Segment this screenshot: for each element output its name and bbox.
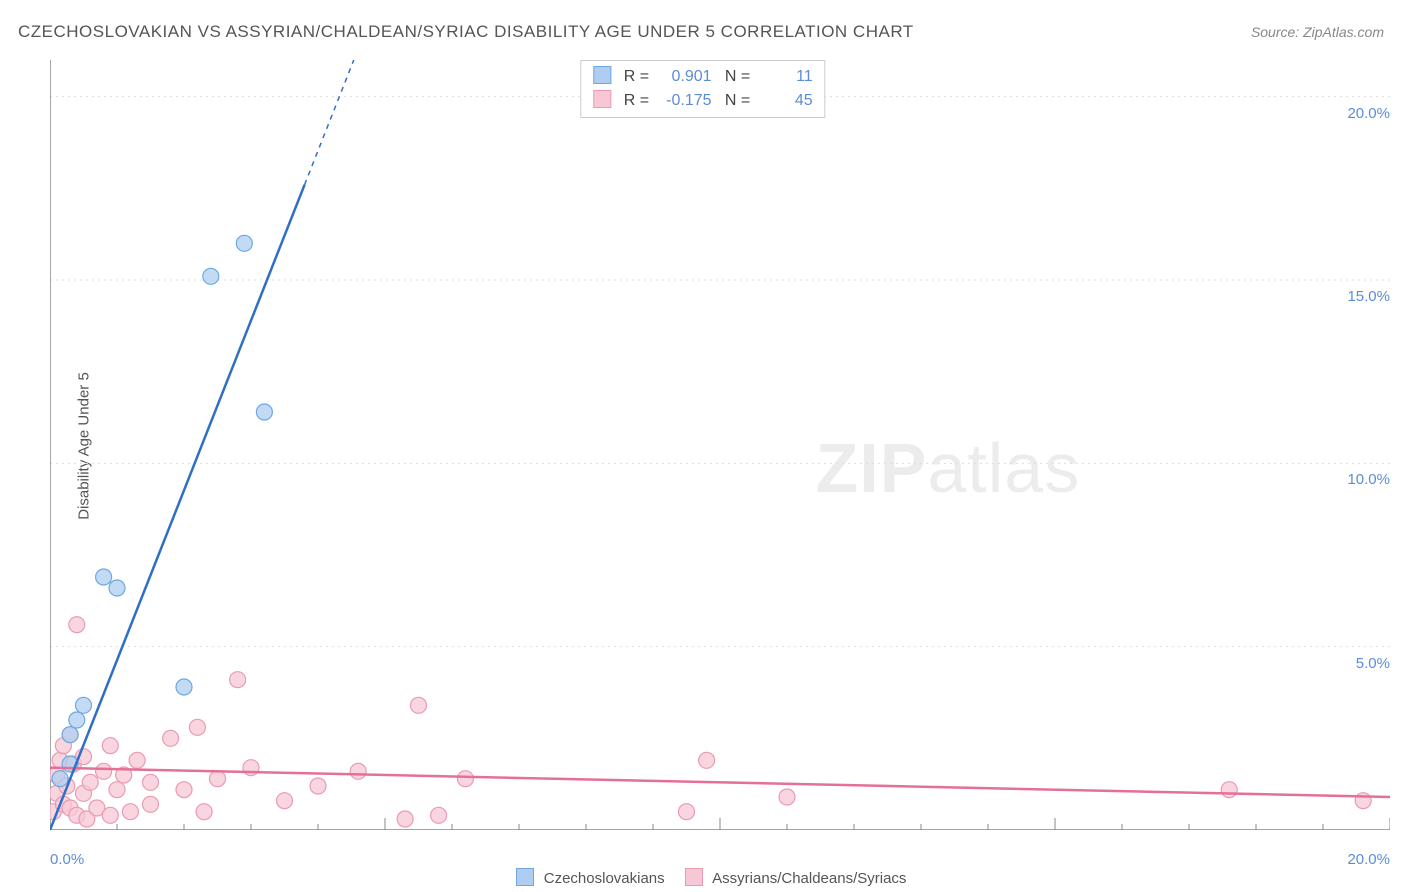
- y-tick-10: 10.0%: [1347, 471, 1390, 488]
- legend-swatch-pink: [593, 90, 611, 108]
- r-value-pink: -0.175: [654, 89, 712, 113]
- n-value-pink: 45: [755, 89, 813, 113]
- x-tick-min: 0.0%: [50, 851, 84, 868]
- legend-series: Czechoslovakians Assyrians/Chaldeans/Syr…: [0, 868, 1406, 887]
- n-label: N =: [725, 92, 750, 109]
- r-label: R =: [624, 68, 649, 85]
- legend-swatch-blue: [593, 66, 611, 84]
- legend-row-pink: R = -0.175 N = 45: [593, 89, 812, 113]
- legend-label-pink: Assyrians/Chaldeans/Syriacs: [712, 870, 906, 887]
- source-label: Source: ZipAtlas.com: [1251, 24, 1384, 40]
- r-value-blue: 0.901: [654, 65, 712, 89]
- n-value-blue: 11: [755, 65, 813, 89]
- n-label: N =: [725, 68, 750, 85]
- y-tick-15: 15.0%: [1347, 288, 1390, 305]
- legend-row-blue: R = 0.901 N = 11: [593, 65, 812, 89]
- x-tick-max: 20.0%: [1347, 851, 1390, 868]
- legend-swatch-pink: [685, 868, 703, 886]
- legend-swatch-blue: [516, 868, 534, 886]
- legend-label-blue: Czechoslovakians: [544, 870, 665, 887]
- legend-correlation: R = 0.901 N = 11 R = -0.175 N = 45: [580, 60, 825, 118]
- scatter-plot: [50, 60, 1390, 830]
- r-label: R =: [624, 92, 649, 109]
- chart-title: CZECHOSLOVAKIAN VS ASSYRIAN/CHALDEAN/SYR…: [18, 22, 914, 42]
- y-tick-5: 5.0%: [1356, 655, 1390, 672]
- y-tick-20: 20.0%: [1347, 105, 1390, 122]
